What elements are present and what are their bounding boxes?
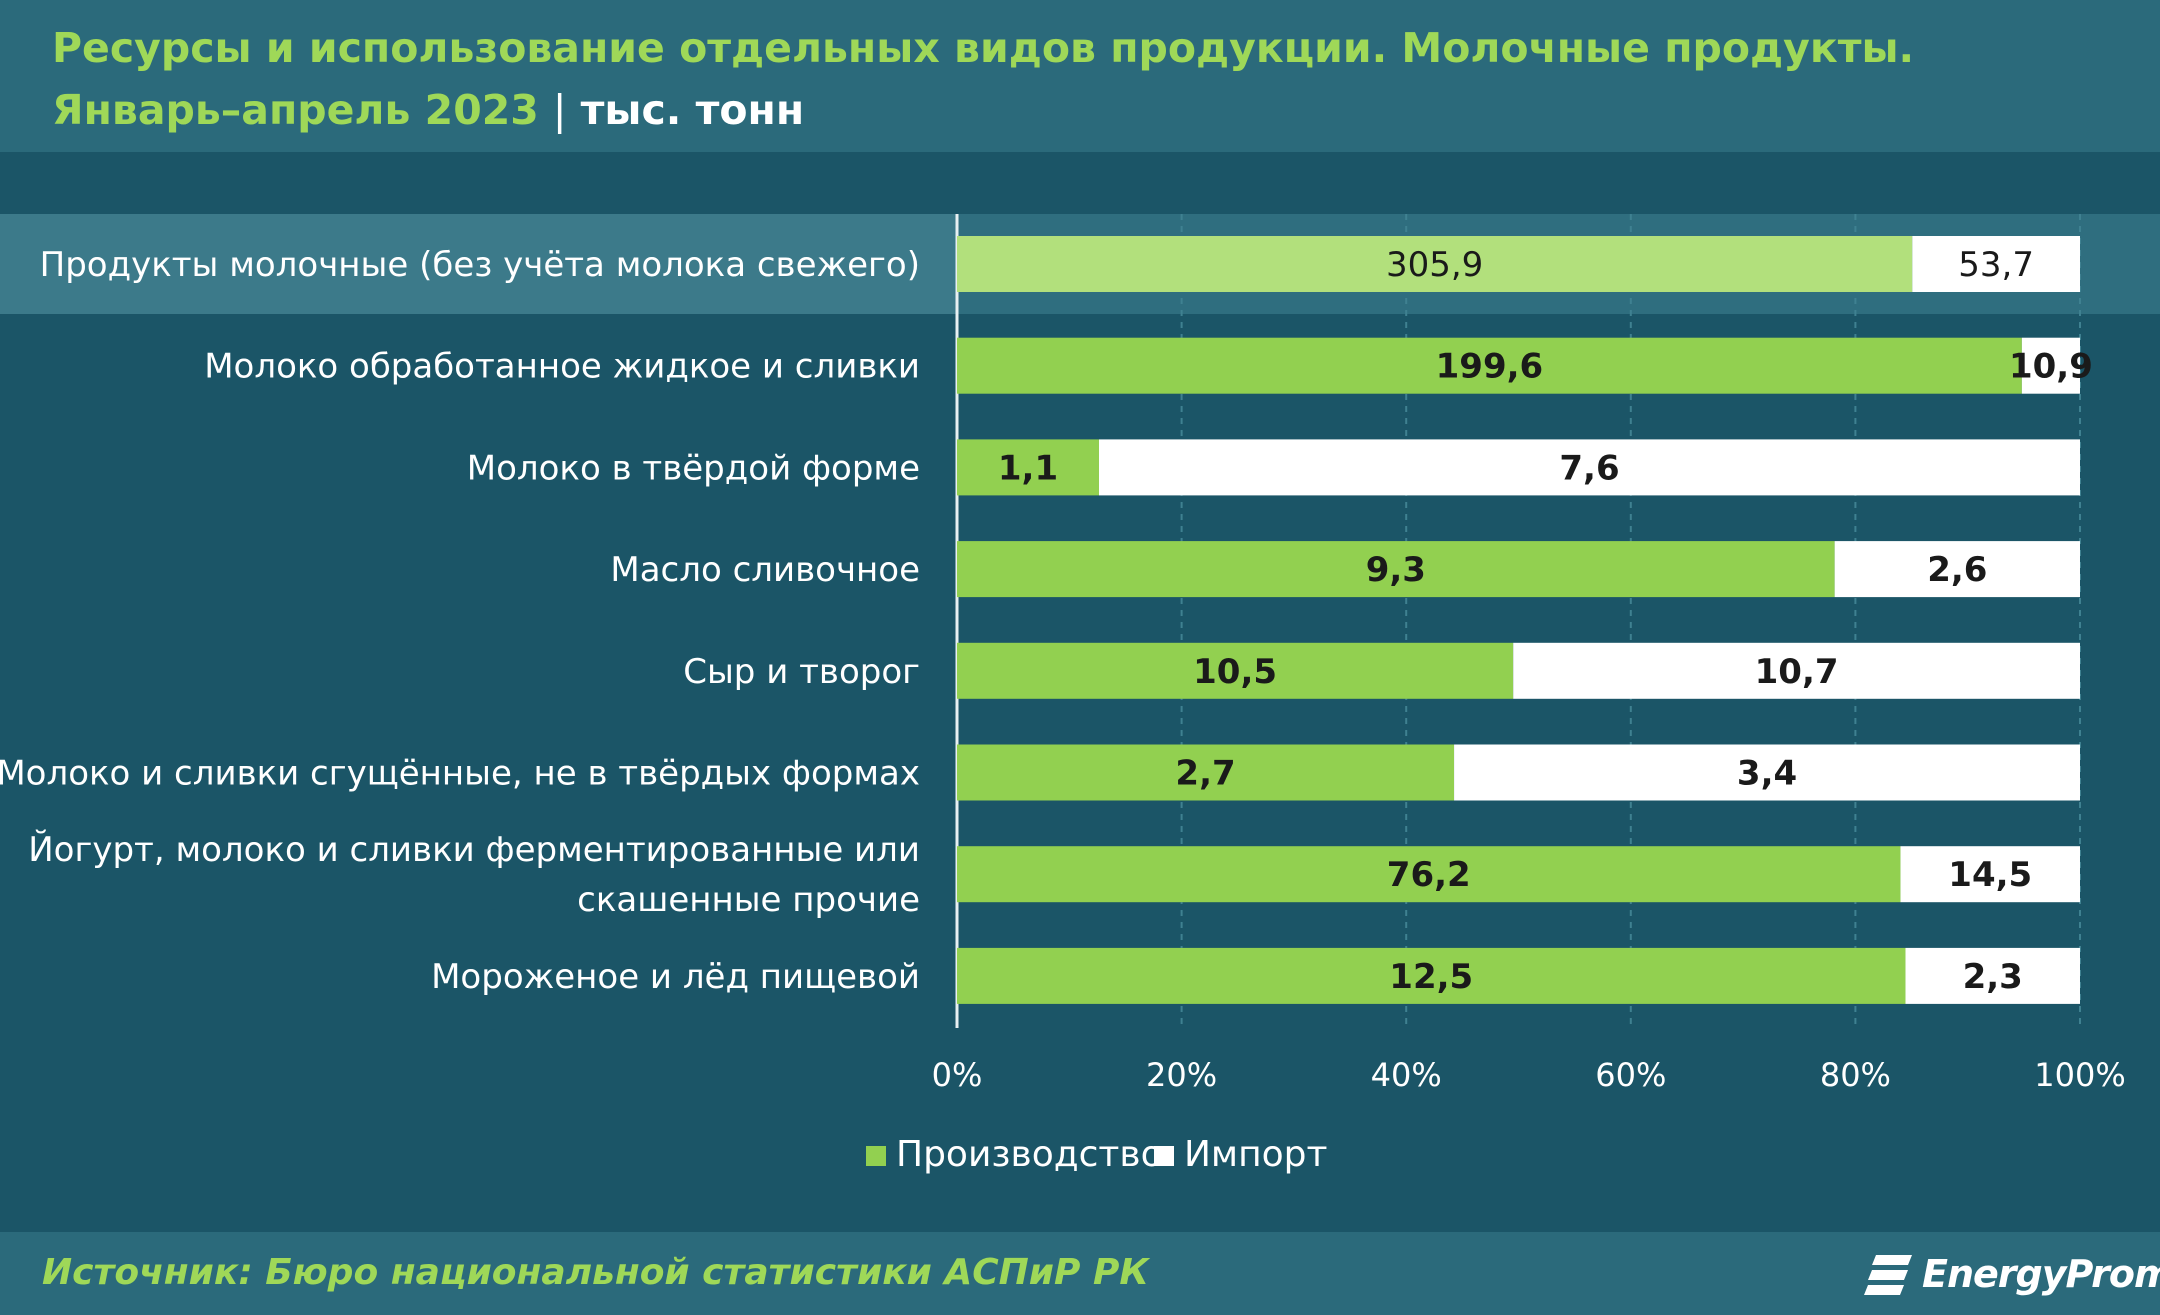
bar-import bbox=[1834, 541, 2080, 598]
data-label-production: 12,5 bbox=[1389, 957, 1473, 997]
bar-import bbox=[1912, 236, 2080, 292]
category-label: Йогурт, молоко и сливки ферментированные… bbox=[28, 829, 920, 870]
x-tick-label: 100% bbox=[2034, 1056, 2125, 1094]
chart-subtitle: Январь–апрель 2023 | тыс. тонн bbox=[52, 86, 804, 134]
chart-grid bbox=[955, 214, 2081, 1028]
data-label-import: 3,4 bbox=[1737, 754, 1797, 794]
chart-axis-ticks: 0% 20% 40% 60% 80% 100% bbox=[932, 1056, 2126, 1094]
period-label: Январь–апрель 2023 bbox=[52, 86, 539, 134]
bar-production bbox=[957, 236, 1913, 292]
bar-import bbox=[1513, 642, 2080, 699]
bar-import bbox=[2021, 337, 2080, 394]
chart-footer: Источник: Бюро национальной статистики А… bbox=[0, 1232, 2160, 1315]
unit-label: тыс. тонн bbox=[580, 86, 805, 134]
source-note: Источник: Бюро национальной статистики А… bbox=[42, 1252, 1149, 1293]
data-label-production: 76,2 bbox=[1387, 855, 1471, 895]
bar-production bbox=[957, 744, 1455, 801]
x-tick-label: 20% bbox=[1146, 1056, 1217, 1094]
data-label-production: 1,1 bbox=[998, 448, 1058, 488]
bar-import bbox=[1454, 744, 2080, 801]
chart-bars bbox=[957, 236, 2080, 1004]
legend-label: Импорт bbox=[1184, 1134, 1327, 1175]
data-label-import: 2,6 bbox=[1927, 550, 1987, 590]
bar-import bbox=[1900, 846, 2080, 903]
chart-category-labels: Продукты молочные (без учёта молока свеж… bbox=[0, 245, 920, 997]
chart-legend: Производство Импорт bbox=[866, 1134, 1327, 1175]
bar-import bbox=[1905, 947, 2080, 1004]
legend-label: Производство bbox=[896, 1134, 1163, 1175]
data-label-import: 10,9 bbox=[2009, 347, 2093, 387]
legend-swatch bbox=[866, 1146, 886, 1166]
category-label: Молоко и сливки сгущённые, не в твёрдых … bbox=[0, 754, 920, 794]
category-label: Продукты молочные (без учёта молока свеж… bbox=[40, 245, 920, 285]
bar-production bbox=[957, 541, 1835, 598]
data-label-import: 2,3 bbox=[1963, 957, 2023, 997]
chart-data-labels: 305,9 53,7 199,6 10,9 1,1 7,6 9,3 2,6 10,5 10,7 2,… bbox=[998, 245, 2093, 997]
chart-title: Ресурсы и использование отдельных видов … bbox=[52, 24, 1915, 72]
brand-name: EnergyProm bbox=[1922, 1252, 2160, 1296]
category-label: Масло сливочное bbox=[610, 550, 920, 590]
data-label-import: 53,7 bbox=[1958, 245, 2034, 285]
highlight-band bbox=[0, 214, 957, 314]
x-tick-label: 80% bbox=[1820, 1056, 1891, 1094]
bar-import bbox=[1098, 439, 2080, 496]
category-label: Мороженое и лёд пищевой bbox=[431, 957, 920, 997]
category-label: скашенные прочие bbox=[577, 880, 920, 920]
bar-production bbox=[957, 439, 1099, 496]
legend-swatch bbox=[1154, 1146, 1174, 1166]
data-label-production: 2,7 bbox=[1175, 754, 1235, 794]
title-separator: | bbox=[552, 86, 567, 134]
brand: EnergyProm bbox=[1862, 1244, 2160, 1304]
chart-header: Ресурсы и использование отдельных видов … bbox=[0, 0, 2160, 152]
data-label-import: 14,5 bbox=[1948, 855, 2032, 895]
category-label: Сыр и творог bbox=[683, 652, 920, 692]
x-tick-label: 40% bbox=[1371, 1056, 1442, 1094]
data-label-production: 9,3 bbox=[1366, 550, 1426, 590]
stacked-bar-chart: 305,9 53,7 199,6 10,9 1,1 7,6 9,3 2,6 10,5 10,7 2,… bbox=[0, 214, 2160, 1175]
bar-production bbox=[957, 947, 1906, 1004]
x-tick-label: 0% bbox=[932, 1056, 983, 1094]
data-label-import: 7,6 bbox=[1559, 448, 1619, 488]
data-label-production: 10,5 bbox=[1193, 652, 1277, 692]
data-label-import: 10,7 bbox=[1755, 652, 1839, 692]
bar-production bbox=[957, 642, 1514, 699]
bar-production bbox=[957, 337, 2022, 394]
bar-production bbox=[957, 846, 1901, 903]
category-label: Молоко обработанное жидкое и сливки bbox=[204, 347, 920, 387]
data-label-production: 305,9 bbox=[1386, 245, 1483, 285]
data-label-production: 199,6 bbox=[1436, 347, 1544, 387]
x-tick-label: 60% bbox=[1595, 1056, 1666, 1094]
category-label: Молоко в твёрдой форме bbox=[467, 448, 920, 488]
energyprom-logo-icon bbox=[1864, 1255, 1912, 1295]
